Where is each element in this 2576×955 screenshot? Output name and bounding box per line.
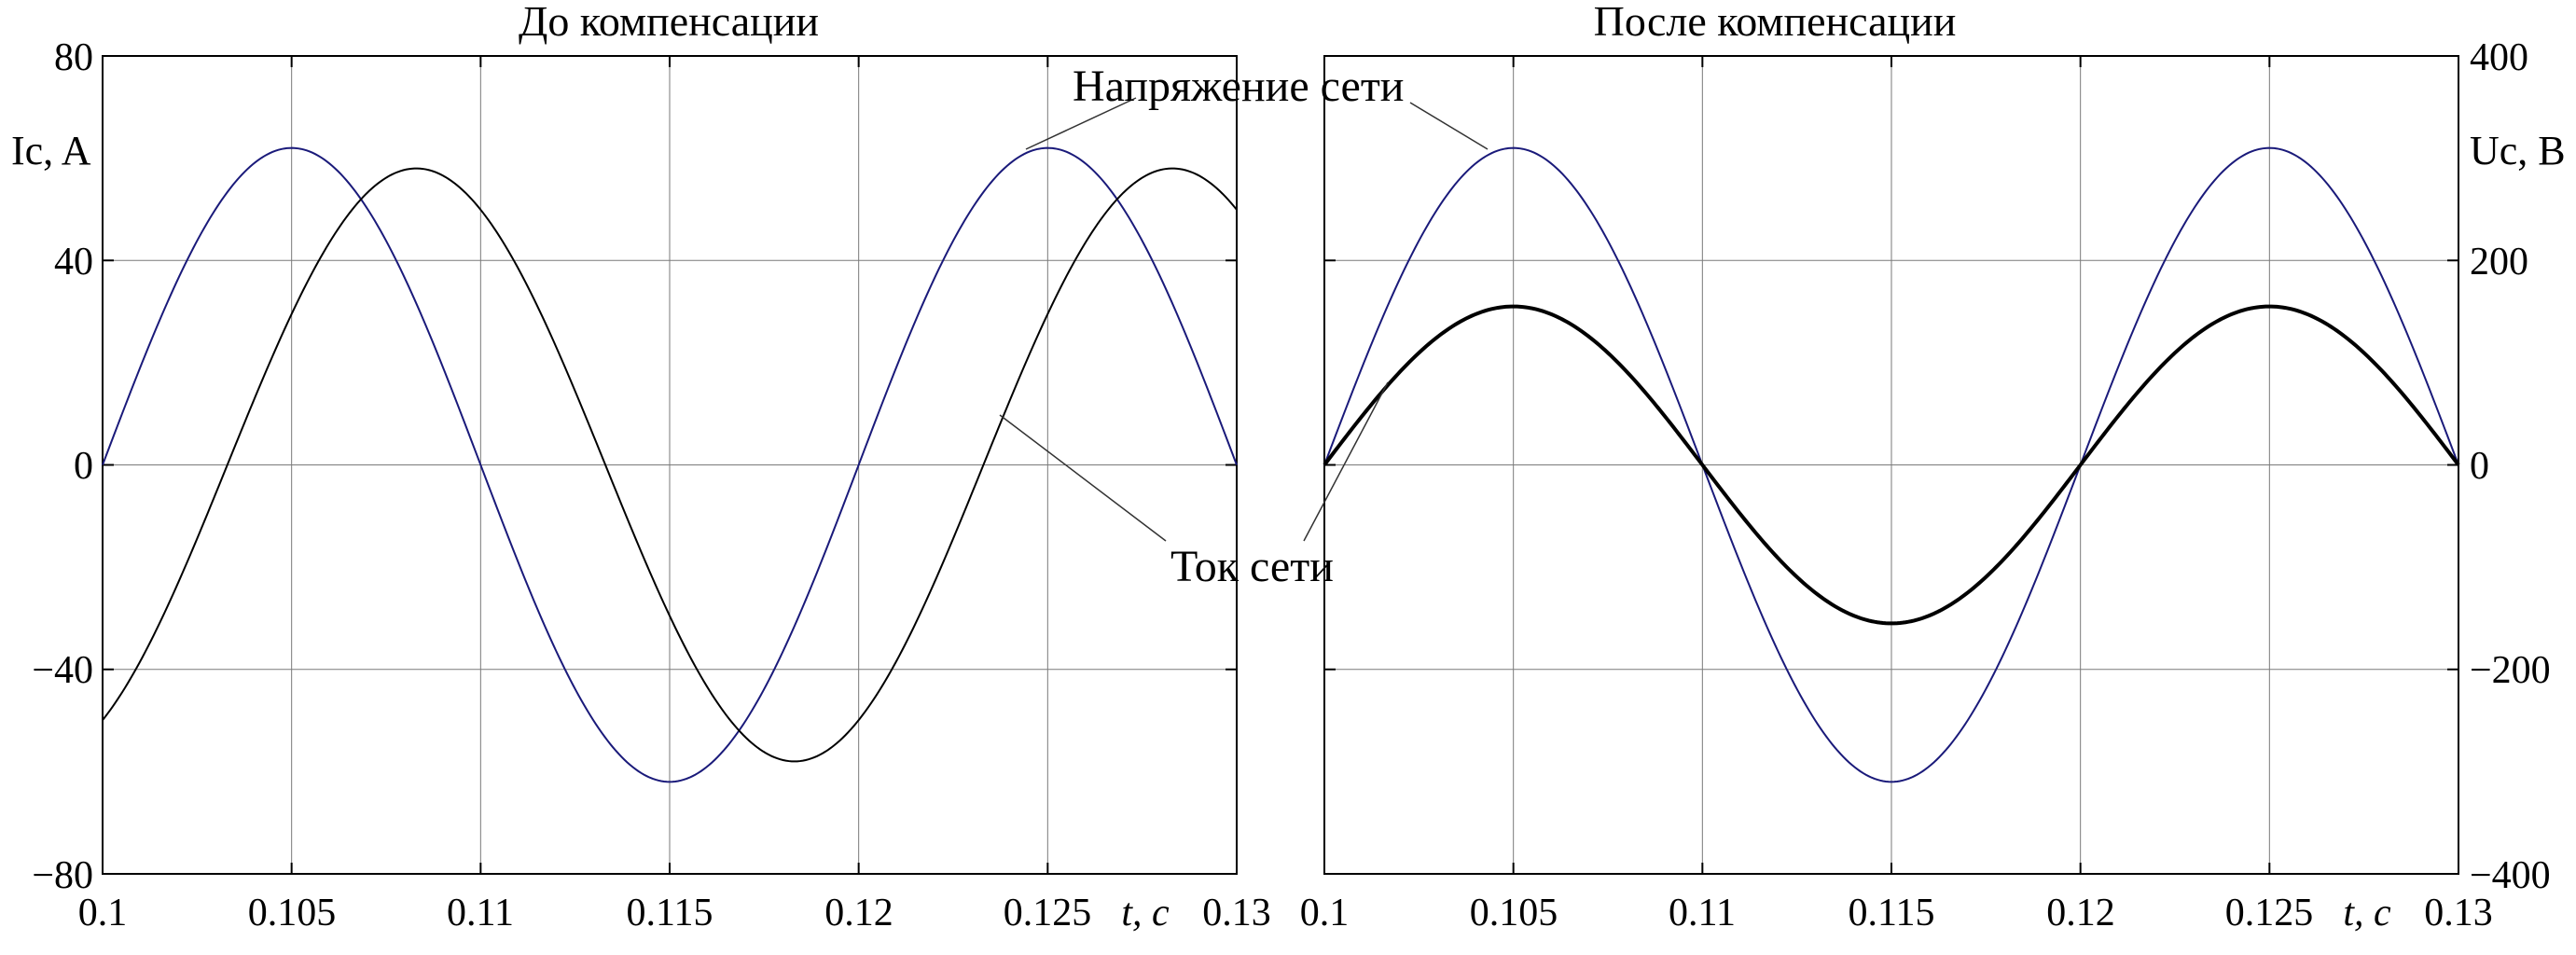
voltage-annotation: Напряжение сети: [1073, 62, 1404, 111]
x-tick-label: 0.13: [1202, 892, 1271, 934]
current-leader-line: [1303, 381, 1389, 542]
x-tick-label: 0.115: [1849, 892, 1935, 934]
tick-marks: [102, 55, 1238, 875]
chart-before-compensation: До компенсации 80 40 0 −40 −80 0.1 0.105…: [11, 0, 1271, 934]
y-axis-label: Ic, A: [11, 128, 91, 173]
series-line-current: [102, 167, 1238, 763]
x-axis-label: t, с: [1121, 892, 1170, 934]
x-tick-label: 0.115: [627, 892, 713, 934]
x-tick-label: 0.1: [78, 892, 128, 934]
x-tick-label: 0.12: [824, 892, 893, 934]
y-tick-label: −200: [2470, 649, 2551, 692]
x-axis-label: t, с: [2343, 892, 2391, 934]
series-group: [102, 146, 1238, 783]
y-tick-label: 400: [2470, 36, 2528, 79]
y-tick-label: −40: [32, 649, 93, 692]
chart-title: До компенсации: [519, 0, 819, 45]
x-tick-label: 0.105: [1470, 892, 1558, 934]
y-tick-label: −400: [2470, 854, 2551, 897]
y-tick-label: 0: [74, 445, 93, 488]
voltage-leader-line: [1025, 97, 1137, 150]
chart-after-compensation: После компенсации 400 200 0 −200 −400 0.…: [1300, 0, 2566, 934]
x-tick-label: 0.125: [2225, 892, 2314, 934]
grid-lines: [1324, 56, 2458, 874]
chart-title: После компенсации: [1594, 0, 1957, 45]
current-annotation: Ток сети: [1170, 542, 1334, 591]
x-tick-label: 0.13: [2424, 892, 2493, 934]
tick-marks: [1323, 55, 2459, 875]
y-tick-label: 200: [2470, 241, 2528, 284]
x-tick-label: 0.1: [1300, 892, 1350, 934]
y-tick-label: 80: [54, 36, 93, 79]
y-tick-label: −80: [32, 854, 93, 897]
series-line-current: [1323, 304, 2460, 626]
y-axis-label: Uc, B: [2470, 128, 2566, 173]
series-line-voltage: [1323, 146, 2459, 783]
x-tick-label: 0.12: [2046, 892, 2115, 934]
x-tick-label: 0.11: [447, 892, 514, 934]
x-tick-label: 0.11: [1669, 892, 1736, 934]
x-tick-label: 0.105: [248, 892, 337, 934]
series-group: [1323, 146, 2460, 783]
grid-lines: [103, 56, 1237, 874]
y-tick-label: 0: [2470, 445, 2489, 488]
series-line-voltage: [102, 146, 1238, 783]
y-tick-label: 40: [54, 241, 93, 284]
x-tick-label: 0.125: [1004, 892, 1092, 934]
voltage-leader-line: [1409, 102, 1489, 150]
current-leader-line: [999, 414, 1167, 542]
